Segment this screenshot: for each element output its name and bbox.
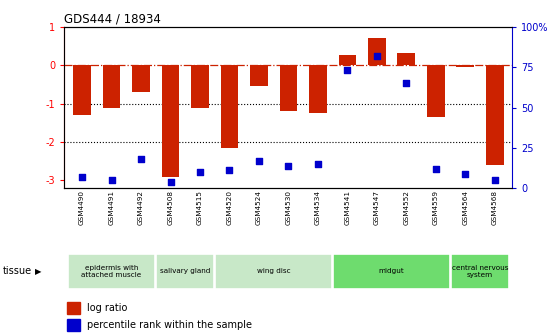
Text: GDS444 / 18934: GDS444 / 18934: [64, 13, 161, 26]
Bar: [456, 65, 474, 67]
Point: [78, 174, 87, 179]
Bar: [398, 53, 415, 65]
Text: ▶: ▶: [35, 267, 41, 276]
Point: [225, 168, 234, 173]
Point: [137, 157, 146, 162]
Text: salivary gland: salivary gland: [160, 268, 211, 274]
Point: [431, 166, 440, 171]
Bar: [215, 254, 332, 289]
Point: [490, 177, 499, 183]
Point: [107, 177, 116, 183]
Text: midgut: midgut: [379, 268, 404, 274]
Text: epidermis with
attached muscle: epidermis with attached muscle: [81, 265, 142, 278]
Bar: [486, 65, 503, 165]
Bar: [68, 254, 155, 289]
Point: [343, 68, 352, 73]
Text: central nervous
system: central nervous system: [452, 265, 508, 278]
Point: [461, 171, 470, 176]
Bar: [67, 302, 80, 314]
Bar: [333, 254, 450, 289]
Bar: [67, 319, 80, 331]
Point: [195, 169, 204, 175]
Bar: [156, 254, 214, 289]
Bar: [451, 254, 509, 289]
Point: [314, 161, 323, 167]
Point: [372, 53, 381, 58]
Bar: [132, 65, 150, 92]
Bar: [309, 65, 326, 113]
Bar: [279, 65, 297, 111]
Point: [402, 81, 411, 86]
Bar: [102, 65, 120, 108]
Point: [254, 158, 263, 163]
Bar: [338, 54, 356, 65]
Bar: [427, 65, 445, 117]
Bar: [162, 65, 179, 177]
Text: wing disc: wing disc: [257, 268, 291, 274]
Bar: [73, 65, 91, 115]
Bar: [191, 65, 209, 108]
Bar: [368, 38, 386, 65]
Text: tissue: tissue: [3, 266, 32, 276]
Point: [284, 163, 293, 168]
Point: [166, 179, 175, 184]
Bar: [250, 65, 268, 86]
Bar: [221, 65, 239, 148]
Text: percentile rank within the sample: percentile rank within the sample: [87, 320, 252, 330]
Text: log ratio: log ratio: [87, 303, 127, 313]
